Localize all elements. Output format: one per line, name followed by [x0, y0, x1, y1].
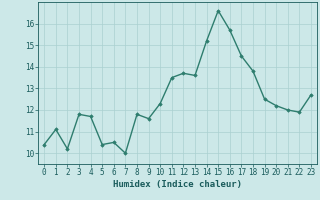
X-axis label: Humidex (Indice chaleur): Humidex (Indice chaleur)	[113, 180, 242, 189]
